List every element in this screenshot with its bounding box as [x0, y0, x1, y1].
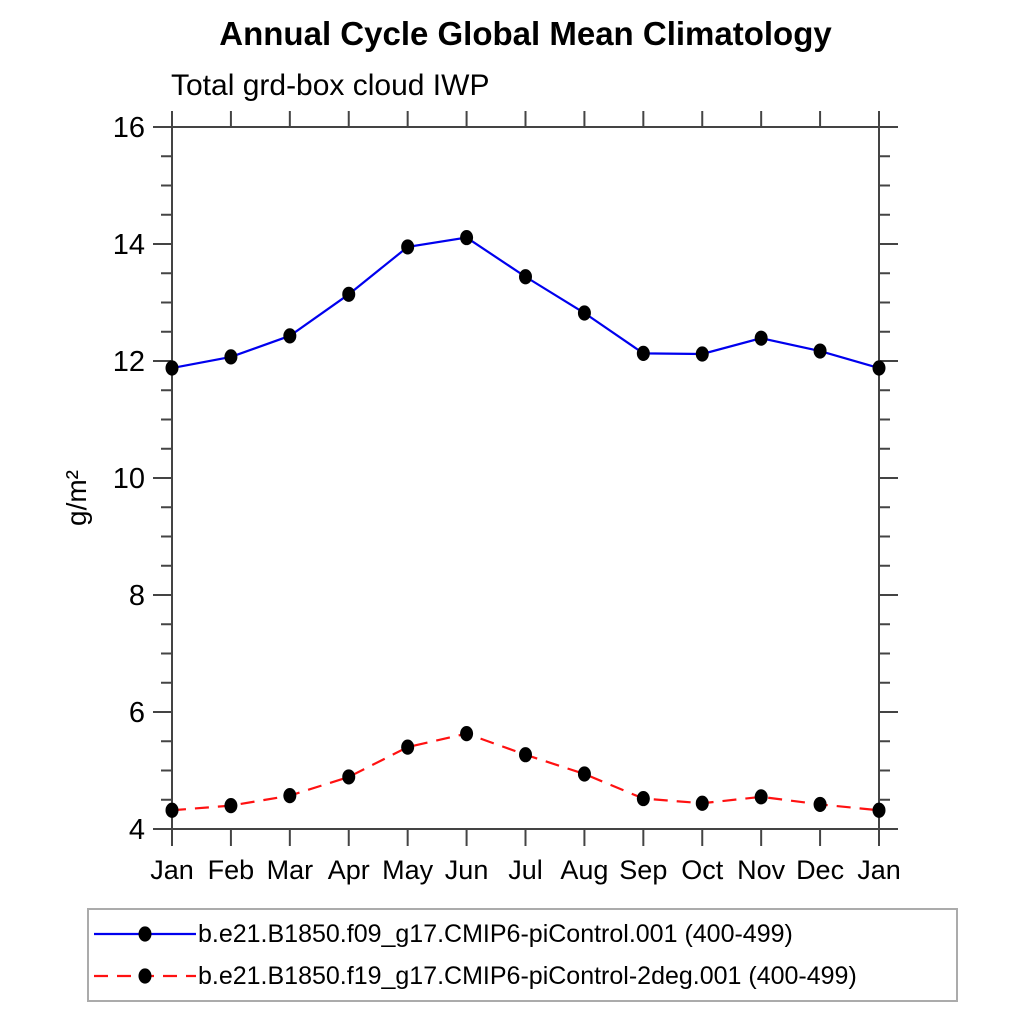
- x-tick-label: Jan: [857, 855, 901, 885]
- data-point-marker: [636, 790, 650, 807]
- y-tick-label: 4: [129, 814, 145, 846]
- plot-frame: [171, 126, 880, 830]
- data-point-marker: [754, 330, 768, 346]
- x-tick-label: Jun: [445, 855, 489, 885]
- data-point-marker: [872, 802, 886, 818]
- data-point-marker: [342, 286, 356, 302]
- legend-label: b.e21.B1850.f19_g17.CMIP6-piControl-2deg…: [198, 962, 857, 990]
- x-tick-label: Oct: [681, 855, 724, 885]
- data-point-marker: [519, 269, 532, 285]
- data-point-marker: [460, 726, 474, 742]
- x-tick-label: Jan: [150, 855, 194, 885]
- y-axis-label: g/m²: [61, 470, 92, 526]
- x-tick-label: Sep: [619, 855, 667, 885]
- y-tick-label: 14: [113, 229, 145, 261]
- data-point-marker: [283, 328, 297, 344]
- data-point-marker: [636, 345, 650, 361]
- data-point-marker: [165, 802, 179, 818]
- data-point-marker: [401, 239, 415, 255]
- y-tick-label: 12: [113, 346, 145, 378]
- legend-box: b.e21.B1850.f09_g17.CMIP6-piControl.001 …: [87, 908, 958, 1002]
- data-point-marker: [165, 360, 179, 376]
- legend-item: b.e21.B1850.f19_g17.CMIP6-piControl-2deg…: [92, 956, 956, 996]
- data-point-marker: [460, 229, 474, 246]
- y-tick-label: 6: [129, 697, 145, 729]
- legend-item: b.e21.B1850.f09_g17.CMIP6-piControl.001 …: [92, 914, 956, 954]
- x-tick-label: Mar: [267, 855, 314, 885]
- legend-sample-marker: [138, 926, 152, 942]
- legend-label: b.e21.B1850.f09_g17.CMIP6-piControl.001 …: [198, 920, 793, 948]
- y-tick-label: 16: [113, 112, 145, 144]
- x-tick-label: May: [382, 855, 434, 885]
- series-line-1: [171, 732, 880, 812]
- series-line-0: [171, 236, 880, 370]
- y-tick-label: 8: [129, 580, 145, 612]
- data-point-marker: [695, 346, 709, 362]
- legend-line-sample-dashed: [94, 968, 196, 984]
- data-point-marker: [695, 795, 709, 811]
- x-tick-label: Apr: [328, 855, 370, 885]
- data-point-marker: [754, 789, 768, 805]
- data-point-marker: [872, 360, 886, 376]
- data-point-marker: [342, 769, 356, 785]
- x-tick-label: Aug: [560, 855, 608, 885]
- data-point-marker: [283, 788, 297, 804]
- x-tick-label: Dec: [796, 855, 844, 885]
- data-point-marker: [813, 796, 827, 813]
- legend-sample-marker: [138, 968, 152, 984]
- data-point-marker: [519, 747, 532, 763]
- data-point-marker: [577, 766, 591, 782]
- x-tick-label: Nov: [737, 855, 786, 885]
- legend-line-sample-solid: [94, 926, 196, 942]
- data-point-marker: [577, 305, 591, 321]
- x-tick-label: Jul: [508, 855, 543, 885]
- y-tick-label: 10: [113, 463, 145, 495]
- x-tick-label: Feb: [208, 855, 255, 885]
- data-point-marker: [813, 343, 827, 359]
- chart-title: Annual Cycle Global Mean Climatology: [219, 15, 832, 52]
- data-point-marker: [224, 349, 238, 365]
- data-point-marker: [224, 798, 238, 814]
- data-point-marker: [401, 739, 415, 755]
- chart-subtitle: Total grd-box cloud IWP: [171, 69, 490, 102]
